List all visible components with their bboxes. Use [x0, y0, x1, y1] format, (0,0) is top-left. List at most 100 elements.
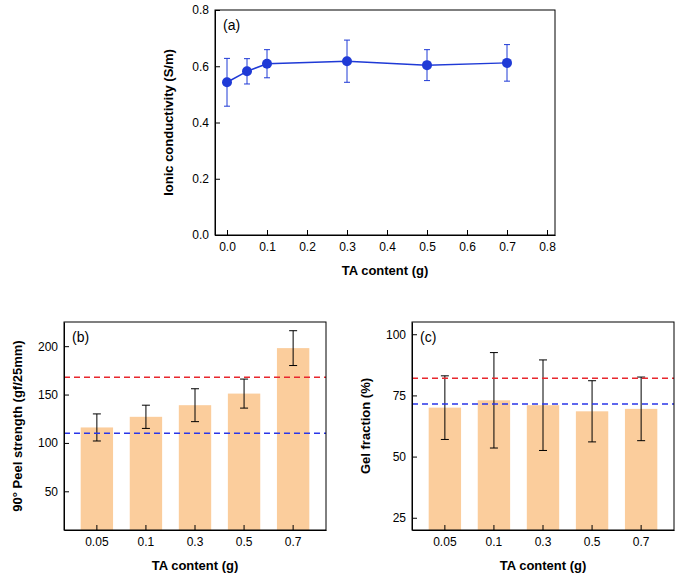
x-tick-label: 0.3	[535, 535, 552, 549]
x-tick-mark	[387, 230, 388, 235]
x-tick-mark	[641, 525, 642, 530]
x-tick: 0.7	[633, 525, 650, 549]
y-tick-label: 200	[38, 340, 58, 354]
x-axis: 0.05 0.1 0.3 0.5 0.7	[413, 525, 675, 549]
x-tick-mark	[244, 525, 245, 530]
error-bar-cap	[490, 448, 498, 449]
x-tick: 0.1	[138, 525, 155, 549]
error-bar	[142, 405, 150, 428]
error-bar-cap	[244, 83, 250, 84]
y-tick-label: 0.6	[192, 60, 209, 74]
y-tick-label: 50	[393, 450, 407, 464]
x-tick: 0.1	[486, 525, 503, 549]
x-tick-mark	[145, 525, 146, 530]
frame	[64, 322, 326, 530]
error-bar-stem	[96, 414, 97, 441]
error-bar-cap	[93, 440, 101, 441]
x-tick: 0.6	[459, 230, 476, 254]
panel-label: (c)	[420, 329, 436, 345]
x-tick: 0.4	[379, 230, 396, 254]
error-bar-cap	[224, 58, 230, 59]
y-tick-mark	[412, 334, 417, 335]
x-tick-mark	[307, 230, 308, 235]
error-bar-cap	[289, 365, 297, 366]
y-tick-label: 0.0	[192, 228, 209, 242]
x-tick: 0.5	[584, 525, 601, 549]
x-tick: 0.05	[433, 525, 457, 549]
bar	[277, 348, 309, 530]
x-axis-line	[216, 235, 556, 236]
error-bar-stem	[293, 331, 294, 366]
y-tick: 0.8	[192, 3, 220, 17]
y-tick-mark	[412, 457, 417, 458]
frame	[215, 10, 555, 235]
x-tick: 0.7	[285, 525, 302, 549]
x-tick-label: 0.05	[433, 535, 457, 549]
error-bar-cap	[240, 379, 248, 380]
x-tick-label: 0.5	[419, 240, 436, 254]
figure: 0.00.20.40.60.80.00.10.20.30.40.50.60.70…	[0, 0, 680, 582]
panel: 501001502000.050.10.30.50.7(b)TA content…	[10, 322, 327, 573]
x-tick: 0.3	[187, 525, 204, 549]
y-tick-label: 75	[393, 389, 407, 403]
error-bar-cap	[264, 77, 270, 78]
panel: 2550751000.050.10.30.50.7(c)TA content (…	[358, 322, 675, 573]
x-tick-mark	[96, 525, 97, 530]
x-tick-mark	[507, 230, 508, 235]
bar	[81, 427, 113, 530]
y-tick: 25	[393, 511, 417, 525]
bar	[228, 394, 260, 530]
y-axis: 255075100	[386, 323, 417, 531]
x-tick-mark	[543, 525, 544, 530]
y-tick-mark	[215, 123, 220, 124]
x-tick: 0.1	[259, 230, 276, 254]
y-tick-label: 0.8	[192, 3, 209, 17]
x-axis-title: TA content (g)	[342, 263, 429, 278]
y-axis-title: 90° Peel strength (gf/25mm)	[10, 340, 25, 511]
error-bar	[539, 360, 547, 451]
error-bar-cap	[637, 377, 645, 378]
x-tick-label: 0.4	[379, 240, 396, 254]
y-tick-label: 100	[38, 436, 58, 450]
y-tick-label: 0.4	[192, 116, 209, 130]
x-tick: 0.5	[419, 230, 436, 254]
error-bar-cap	[344, 40, 350, 41]
x-tick-label: 0.1	[259, 240, 276, 254]
x-axis: 0.05 0.1 0.3 0.5 0.7	[65, 525, 327, 549]
reference-line	[64, 433, 326, 435]
error-bar	[441, 376, 449, 440]
y-tick-label: 0.2	[192, 172, 209, 186]
error-bar-cap	[637, 440, 645, 441]
x-tick-label: 0.2	[299, 240, 316, 254]
y-axis: 50100150200	[38, 323, 69, 531]
plot-area	[412, 353, 674, 530]
error-bar-cap	[504, 81, 510, 82]
x-tick-label: 0.8	[539, 240, 556, 254]
plot-area	[64, 331, 326, 530]
error-bar-stem	[543, 360, 544, 451]
y-tick-mark	[64, 346, 69, 347]
x-axis-title: TA content (g)	[152, 558, 239, 573]
error-bar	[93, 414, 101, 441]
error-bar-stem	[493, 353, 494, 448]
y-tick: 100	[38, 436, 69, 450]
reference-line	[64, 376, 326, 378]
x-tick-label: 0.1	[138, 535, 155, 549]
x-tick-label: 0.5	[236, 535, 253, 549]
x-tick-label: 0.7	[633, 535, 650, 549]
error-bar-cap	[344, 82, 350, 83]
plot-area	[222, 40, 512, 106]
x-tick-label: 0.05	[85, 535, 109, 549]
error-bar-stem	[145, 405, 146, 428]
y-tick-mark	[64, 491, 69, 492]
y-tick-mark	[215, 66, 220, 67]
marker	[262, 59, 272, 69]
x-tick: 0.0	[219, 230, 236, 254]
marker	[222, 77, 232, 87]
x-tick-mark	[444, 525, 445, 530]
y-tick: 0.2	[192, 172, 220, 186]
marker	[342, 56, 352, 66]
x-tick-label: 0.1	[486, 535, 503, 549]
y-axis-line	[412, 323, 413, 531]
error-bar	[240, 379, 248, 408]
